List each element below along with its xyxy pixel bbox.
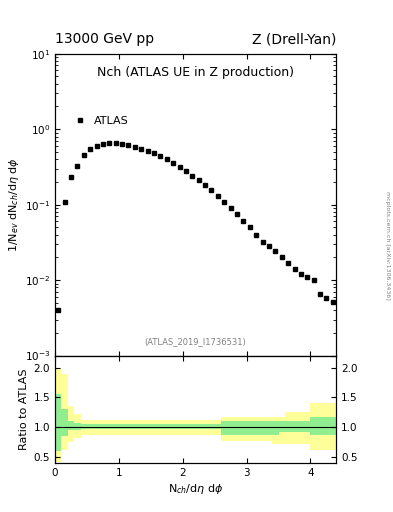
Text: Z (Drell-Yan): Z (Drell-Yan) bbox=[252, 32, 336, 46]
Text: 13000 GeV pp: 13000 GeV pp bbox=[55, 32, 154, 46]
Legend: ATLAS: ATLAS bbox=[66, 114, 131, 128]
Text: Nch (ATLAS UE in Z production): Nch (ATLAS UE in Z production) bbox=[97, 66, 294, 79]
Y-axis label: 1/N$_{ev}$ dN$_{ch}$/d$\eta$ d$\phi$: 1/N$_{ev}$ dN$_{ch}$/d$\eta$ d$\phi$ bbox=[7, 157, 20, 252]
Text: (ATLAS_2019_I1736531): (ATLAS_2019_I1736531) bbox=[145, 337, 246, 347]
Text: mcplots.cern.ch [arXiv:1306.3436]: mcplots.cern.ch [arXiv:1306.3436] bbox=[385, 191, 389, 300]
Y-axis label: Ratio to ATLAS: Ratio to ATLAS bbox=[19, 369, 29, 450]
X-axis label: N$_{ch}$/d$\eta$ d$\phi$: N$_{ch}$/d$\eta$ d$\phi$ bbox=[168, 482, 223, 497]
